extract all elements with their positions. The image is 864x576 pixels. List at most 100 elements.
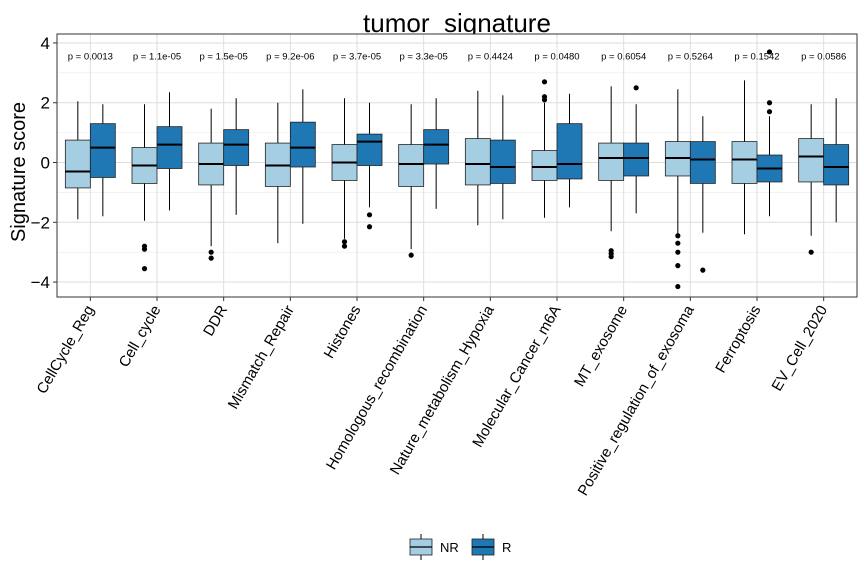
box-body [356,133,383,166]
outlier-point [766,49,773,55]
outlier-point [208,255,214,261]
p-value-label: p = 0.6054 [601,51,646,62]
x-tick-label: Ferroptosis [712,303,764,376]
x-tick-label: Positive_regulation_of_exosoma [575,302,698,499]
box-R-Mismatch_Repair [289,89,316,224]
outlier-point [366,212,373,218]
box-R-Histones [356,102,383,230]
outlier-point [675,263,681,269]
y-axis-label: Signature score [8,102,30,242]
box-body [464,138,491,186]
box-body [556,123,583,180]
p-value-label: p = 0.0013 [68,51,113,62]
outlier-point [408,252,414,258]
outlier-point [808,249,814,255]
box-NR-Nature_metabolism_Hypoxia [464,90,491,226]
y-tick-label: 2 [41,94,50,113]
p-value-label: p = 0.4424 [468,51,513,62]
x-tick-label: DDR [200,302,231,339]
p-value-label: p = 3.7e-05 [333,51,381,62]
x-tick-label: EV_Cell_2020 [768,303,831,395]
legend: NR R [409,534,511,560]
box-body [623,142,650,177]
outlier-point [766,109,773,115]
box-R-Cell_cycle [156,92,183,211]
outlier-point [366,224,373,230]
box-NR-Cell_cycle [131,104,158,272]
outlier-point [675,283,681,290]
box-body [89,123,116,178]
p-value-label: p = 0.5264 [668,51,713,62]
outlier-point [766,100,773,106]
box-body [64,139,91,189]
outlier-point [208,249,214,255]
p-value-label: p = 1.5e-05 [199,51,247,62]
box-NR-Ferroptosis [731,80,758,235]
plot-background [57,34,857,297]
legend-label: NR [440,540,459,555]
box-R-MT_exosome [623,85,650,214]
outlier-point [341,239,348,245]
box-NR-CellCycle_Reg [64,101,91,220]
p-value-label: p = 3.3e-05 [399,51,447,62]
chart-title: tumor_signature [363,8,551,38]
box-body [731,141,758,184]
boxes: p = 0.0013 p = 1.1e-05 p = 1.5e-05 p = 9.2e… [64,49,850,290]
box-body [156,126,183,169]
outlier-point [633,85,639,91]
legend-item-NR: NR [409,534,459,560]
outlier-point [700,267,706,273]
p-value-label: p = 0.0480 [534,51,579,62]
outlier-point [341,243,348,249]
box-R-EV_Cell_2020 [823,98,850,223]
box-R-Nature_metabolism_Hypoxia [489,95,516,220]
box-NR-Positive_regulation_of_exosoma [664,89,691,290]
outlier-point [608,254,614,260]
outlier-point [675,233,681,239]
x-tick-label: CellCycle_Reg [33,303,97,397]
box-R-Molecular_Cancer_m6A [556,93,583,208]
box-body [598,142,625,181]
box-body [489,139,516,184]
box-R-CellCycle_Reg [89,104,116,217]
plot-panel-border [56,33,858,298]
outlier-point [675,249,681,255]
box-R-DDR [223,98,250,215]
outlier-point [675,240,681,246]
box-body [531,150,558,181]
box-body [823,144,850,186]
box-body [798,138,825,183]
box-body [689,141,716,184]
p-value-label: p = 9.2e-06 [266,51,314,62]
box-NR-Mismatch_Repair [264,102,291,244]
y-tick-label: 0 [41,154,50,173]
outlier-point [141,246,148,252]
y-tick-label: −4 [31,273,50,292]
outlier-point [141,266,148,272]
legend-item-R: R [471,534,511,560]
grid [57,34,857,297]
box-body [423,129,450,165]
y-tick-label: 4 [41,34,50,53]
box-NR-EV_Cell_2020 [798,104,825,255]
y-tick-label: −2 [31,213,50,232]
legend-label: R [502,540,511,555]
x-tick-label: Histones [321,303,365,362]
x-tick-label: Cell_cycle [116,303,165,371]
box-body [398,144,425,187]
box-NR-Homologous_recombination [398,104,425,258]
outlier-point [541,79,548,85]
p-value-label: p = 1.1e-05 [133,51,181,62]
box-body [289,121,316,168]
box-R-Ferroptosis [756,49,783,217]
box-R-Positive_regulation_of_exosoma [689,116,716,273]
p-value-label: p = 0.0586 [801,51,846,62]
box-body [223,129,250,166]
x-tick-label: Mismatch_Repair [225,303,298,413]
outlier-point [541,94,548,100]
x-tick-label: MT_exosome [571,303,631,390]
box-NR-Molecular_Cancer_m6A [531,79,558,218]
p-value-label: p = 0.1542 [734,51,779,62]
box-R-Homologous_recombination [423,98,450,209]
